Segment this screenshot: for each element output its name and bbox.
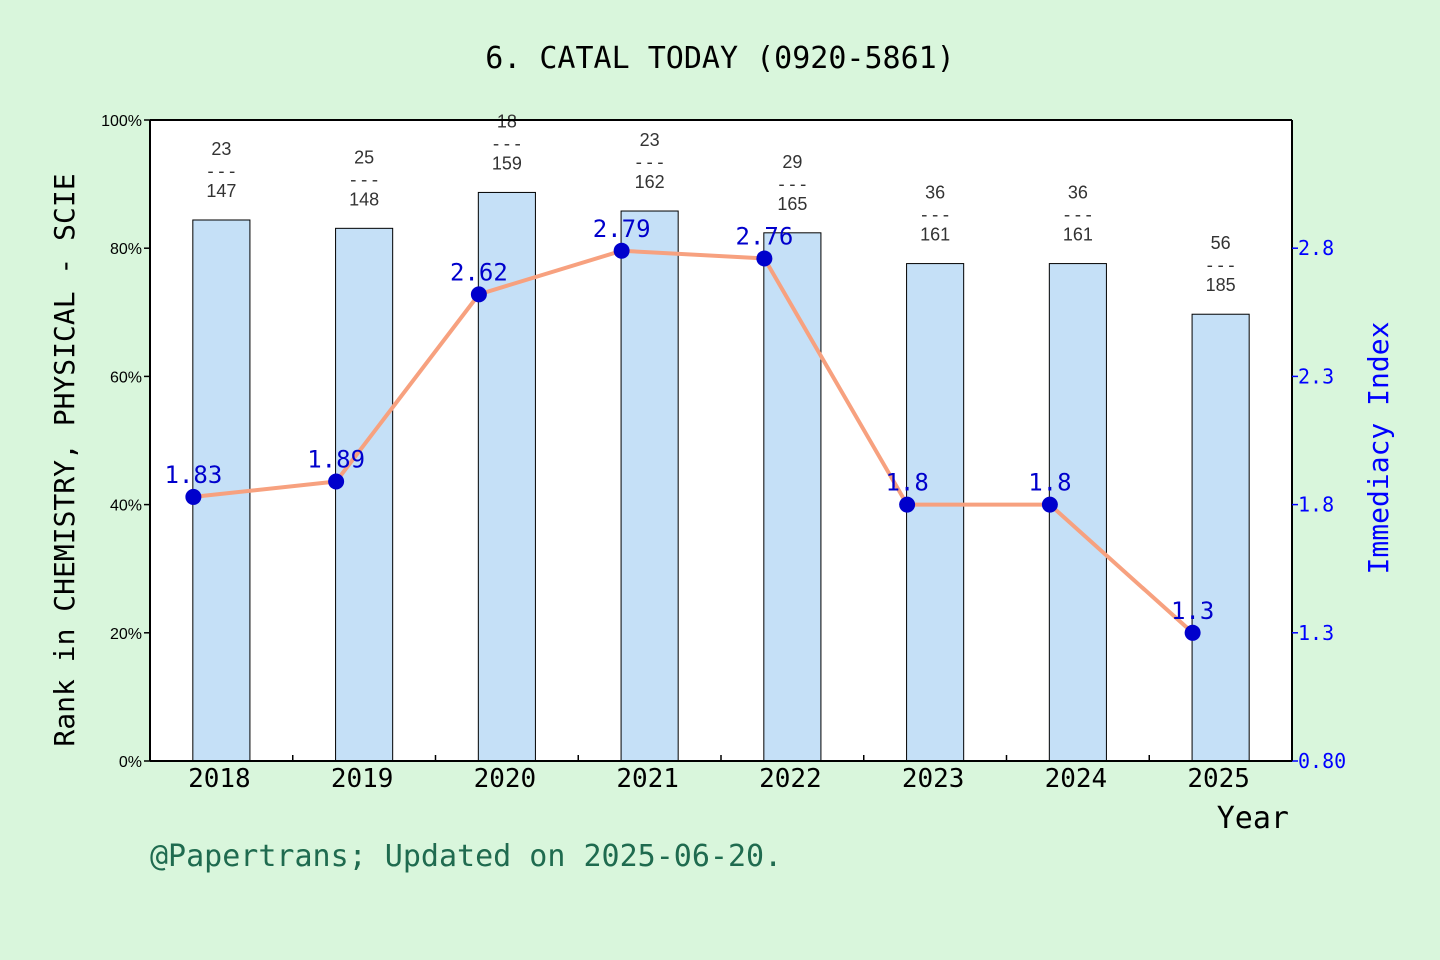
plot-area (150, 120, 1292, 761)
y-tick-label: 60% (110, 369, 142, 386)
bar-rank-2022: 29 (782, 152, 802, 172)
bar-total-2023: 161 (920, 225, 950, 245)
y-axis-label: Rank in CHEMISTRY, PHYSICAL - SCIE (48, 173, 81, 746)
point-label-2021: 2.79 (593, 215, 651, 243)
x-tick-label-2020: 2020 (474, 764, 537, 794)
bar-2021 (620, 210, 679, 762)
point-2023 (899, 496, 916, 513)
y2-tick-label: 1.3 (1298, 621, 1334, 645)
y-tick-label: 80% (110, 241, 142, 258)
point-label-2022: 2.76 (735, 222, 793, 250)
x-tick-label-2018: 2018 (188, 764, 251, 794)
bar-rank-divider: --- (491, 133, 524, 154)
bar-rank-divider: --- (1204, 255, 1237, 276)
bar-rank-2023: 36 (925, 183, 945, 203)
point-label-2018: 1.83 (164, 461, 222, 489)
bar-total-2024: 161 (1063, 225, 1093, 245)
point-label-2024: 1.8 (1028, 469, 1071, 497)
y-tick-label: 100% (101, 113, 142, 130)
bar-total-2020: 159 (492, 153, 522, 173)
x-axis-label: Year (1217, 801, 1289, 836)
bar-total-2018: 147 (206, 181, 236, 201)
chart-title: 6. CATAL TODAY (0920-5861) (485, 41, 955, 76)
y2-tick-label: 1.8 (1298, 493, 1334, 517)
x-tick-label-2019: 2019 (331, 764, 394, 794)
bar-total-2021: 162 (635, 172, 665, 192)
bar-rank-2024: 36 (1068, 183, 1088, 203)
bar-rank-labels: 23---14725---14818---15923---16229---165… (205, 111, 1237, 295)
point-label-2020: 2.62 (450, 258, 508, 286)
bar-total-2019: 148 (349, 189, 379, 209)
bar-total-2025: 185 (1206, 275, 1236, 295)
bar-rank-2019: 25 (354, 147, 374, 167)
y2-tick-label: 2.3 (1298, 364, 1334, 388)
bar-total-2022: 165 (777, 194, 807, 214)
bar-rank-divider: --- (205, 161, 238, 182)
y2-tick-label: 2.8 (1298, 236, 1334, 260)
y2-tick-label: 0.80 (1298, 749, 1346, 773)
x-tick-label-2022: 2022 (759, 764, 822, 794)
point-2020 (470, 286, 487, 303)
bar-2025 (1191, 313, 1250, 762)
bar-rank-divider: --- (633, 152, 666, 173)
point-label-2025: 1.3 (1171, 597, 1214, 625)
point-2024 (1041, 496, 1058, 513)
x-tick-label-2021: 2021 (616, 764, 679, 794)
x-tick-label-2023: 2023 (902, 764, 965, 794)
point-2021 (613, 242, 630, 259)
bar-rank-divider: --- (1062, 205, 1095, 226)
bar-2022 (763, 232, 822, 762)
bar-rank-divider: --- (919, 205, 952, 226)
bar-2019 (335, 227, 394, 762)
y-tick-label: 20% (110, 626, 142, 643)
bar-rank-divider: --- (348, 169, 381, 190)
immediacy-line (193, 248, 1194, 635)
point-2022 (756, 250, 773, 267)
point-label-2019: 1.89 (307, 446, 365, 474)
bar-rank-2021: 23 (640, 130, 660, 150)
footer-note: @Papertrans; Updated on 2025-06-20. (150, 839, 782, 874)
line-series: 1.83 1.89 2.62 2.79 2.76 1.8 1.8 1.3 (164, 215, 1214, 641)
bar-rank-2025: 56 (1211, 233, 1231, 253)
bar-rank-divider: --- (776, 174, 809, 195)
bar-rank-2018: 23 (211, 139, 231, 159)
x-tick-label-2024: 2024 (1045, 764, 1108, 794)
axes: 0% 20% 40% 60% 80% 100% 0.80 1.3 1.8 2.3 2.8 2018 20… (101, 113, 1346, 794)
bar-rank-2020: 18 (497, 111, 517, 131)
bar-2023 (906, 263, 965, 762)
y-tick-label: 40% (110, 498, 142, 515)
x-tick-label-2025: 2025 (1187, 764, 1250, 794)
bar-series (192, 191, 1250, 762)
point-2019 (328, 473, 345, 490)
point-2025 (1184, 624, 1201, 641)
point-2018 (185, 488, 202, 505)
y2-axis-label: Immediacy Index (1362, 322, 1395, 575)
point-label-2023: 1.8 (885, 469, 928, 497)
y-tick-label: 0% (119, 754, 142, 771)
